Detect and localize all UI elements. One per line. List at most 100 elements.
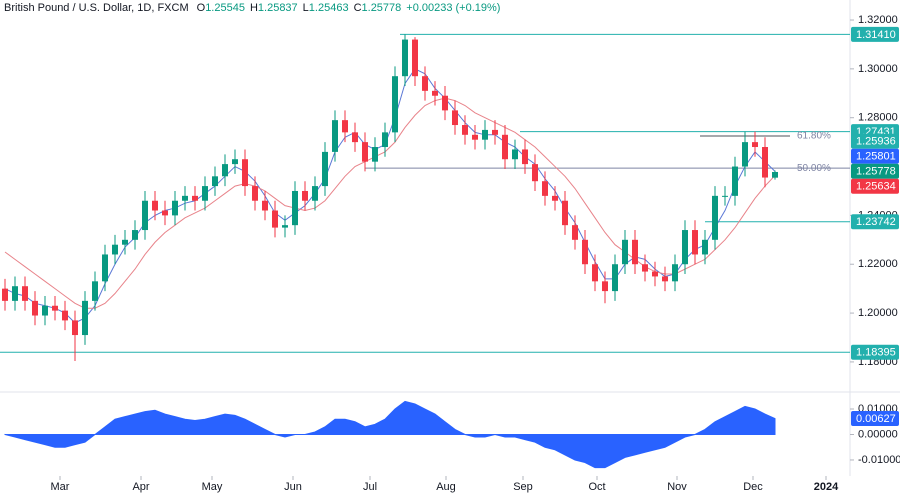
x-tick-label: Apr: [132, 481, 149, 493]
ohlc-prefix: O: [197, 2, 206, 14]
candle-body: [672, 264, 678, 282]
price-marker-box: [851, 163, 899, 179]
candle-body: [652, 271, 658, 277]
candle-body: [102, 254, 108, 282]
candle-body: [332, 120, 338, 152]
y-tick-label: 1.28000: [858, 112, 898, 124]
candle-body: [532, 164, 538, 182]
candle-body: [752, 142, 758, 148]
candle-body: [222, 164, 228, 177]
change: +0.00233 (+0.19%): [406, 2, 500, 14]
candle-body: [542, 181, 548, 196]
candle-body: [432, 90, 438, 96]
x-tick-label: Sep: [513, 481, 533, 493]
level-label: 1.23742: [856, 216, 896, 228]
candle-body: [72, 320, 78, 336]
ohlc-value: 1.25837: [258, 2, 298, 14]
candle-body: [742, 142, 748, 167]
y-tick-label: 1.30000: [858, 63, 898, 75]
candle-body: [212, 176, 218, 187]
candle-body: [92, 281, 98, 301]
y2-tick-label: -0.01000: [858, 454, 900, 466]
header: British Pound / U.S. Dollar, 1D, FXCM O1.…: [4, 2, 500, 14]
candle-body: [192, 195, 198, 201]
candle-body: [12, 286, 18, 301]
oscillator-marker-label: 0.00627: [856, 413, 896, 425]
ohlc-value: 1.25545: [205, 2, 245, 14]
candle-body: [622, 239, 628, 265]
candle-body: [32, 300, 38, 316]
candle-body: [552, 195, 558, 201]
ohlc-value: 1.25463: [309, 2, 349, 14]
candle-body: [512, 149, 518, 160]
x-tick-label: May: [202, 481, 223, 493]
level-box: [851, 26, 899, 42]
candle-body: [772, 171, 778, 178]
candle-body: [312, 186, 318, 201]
candle-body: [122, 239, 128, 245]
candle-body: [472, 134, 478, 140]
candle-body: [252, 186, 258, 201]
level-box: [851, 344, 899, 360]
price-marker-label: 1.25801: [856, 151, 896, 163]
candle-body: [62, 310, 68, 321]
candle-body: [352, 132, 358, 143]
candle-body: [382, 132, 388, 148]
candle-body: [392, 76, 398, 133]
candle-body: [162, 210, 168, 216]
candle-body: [682, 230, 688, 265]
candle-body: [82, 300, 88, 336]
oscillator-pane: [4, 400, 776, 469]
x-tick-label: 2024: [814, 481, 839, 493]
fib-label: 61.80%: [797, 131, 831, 142]
candle-body: [52, 305, 58, 311]
candle-body: [172, 200, 178, 216]
candle-body: [372, 147, 378, 162]
price-marker-box: [851, 148, 899, 164]
candle-body: [662, 276, 668, 282]
candle-body: [262, 200, 268, 211]
axes: 1.320001.300001.280001.240001.220001.200…: [51, 14, 900, 493]
candle-body: [232, 159, 238, 165]
candle-body: [42, 305, 48, 316]
level-label: 1.31410: [856, 29, 896, 41]
oscillator-area: [4, 400, 776, 469]
candle-body: [402, 39, 408, 77]
fib-label: 50.00%: [797, 163, 831, 174]
candle-body: [442, 95, 448, 111]
candle-body: [242, 159, 248, 187]
oscillator-marker-box: [851, 411, 899, 427]
candle-body: [632, 239, 638, 265]
candle-body: [522, 149, 528, 165]
candle-body: [282, 225, 288, 228]
candle-body: [202, 186, 208, 201]
candle-body: [142, 200, 148, 231]
price-marker-label: 1.25936: [856, 136, 896, 148]
candle-body: [412, 39, 418, 77]
candle-body: [182, 195, 188, 201]
candle-body: [152, 200, 158, 211]
candle-body: [722, 195, 728, 197]
ohlc-value: 1.25778: [362, 2, 402, 14]
candle-body: [602, 281, 608, 292]
candle-body: [292, 190, 298, 226]
candle-body: [492, 129, 498, 135]
title: British Pound / U.S. Dollar, 1D, FXCM: [4, 2, 189, 14]
price-marker-label: 1.25634: [856, 181, 896, 193]
y2-tick-label: 0.00000: [858, 428, 898, 440]
ohlc-prefix: H: [250, 2, 258, 14]
candle-body: [302, 190, 308, 201]
candle-body: [22, 286, 28, 301]
candle-body: [592, 264, 598, 282]
candle-body: [272, 210, 278, 228]
candle-body: [762, 147, 768, 178]
candle-body: [482, 129, 488, 140]
candle-body: [702, 239, 708, 255]
candle-body: [562, 200, 568, 226]
candle-body: [612, 264, 618, 292]
price-pane: 61.80% 50.00%: [0, 33, 850, 361]
price-marker-label: 1.25778: [856, 166, 896, 178]
candle-body: [362, 142, 368, 162]
candle-body: [422, 76, 428, 91]
